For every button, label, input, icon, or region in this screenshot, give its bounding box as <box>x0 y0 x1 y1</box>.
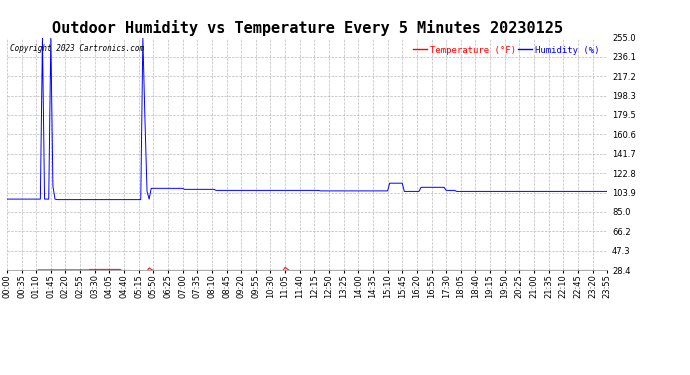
Title: Outdoor Humidity vs Temperature Every 5 Minutes 20230125: Outdoor Humidity vs Temperature Every 5 … <box>52 20 562 36</box>
Text: Copyright 2023 Cartronics.com: Copyright 2023 Cartronics.com <box>10 45 144 54</box>
Legend: Temperature (°F), Humidity (%): Temperature (°F), Humidity (%) <box>410 42 602 58</box>
